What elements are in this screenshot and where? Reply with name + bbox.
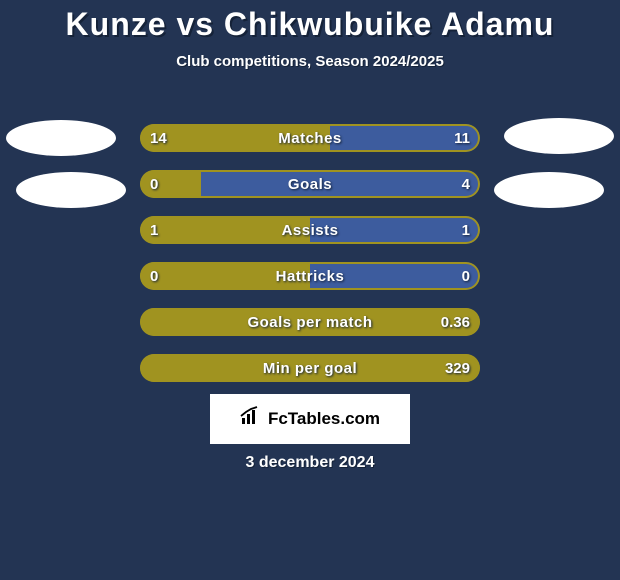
player-right-avatar-1 bbox=[504, 118, 614, 154]
chart-icon bbox=[240, 406, 262, 432]
stat-row-min-per-goal: Min per goal 329 bbox=[140, 354, 480, 382]
page-title: Kunze vs Chikwubuike Adamu bbox=[0, 0, 620, 43]
fctables-logo: FcTables.com bbox=[210, 394, 410, 444]
stat-value-right: 11 bbox=[454, 124, 470, 152]
stat-row-hattricks: 0 Hattricks 0 bbox=[140, 262, 480, 290]
stat-label: Matches bbox=[140, 124, 480, 152]
logo-text: FcTables.com bbox=[268, 409, 380, 429]
stat-value-right: 1 bbox=[462, 216, 470, 244]
date-label: 3 december 2024 bbox=[0, 454, 620, 472]
stat-row-matches: 14 Matches 11 bbox=[140, 124, 480, 152]
stat-row-goals-per-match: Goals per match 0.36 bbox=[140, 308, 480, 336]
stat-value-right: 0 bbox=[462, 262, 470, 290]
player-left-avatar-2 bbox=[16, 172, 126, 208]
subtitle: Club competitions, Season 2024/2025 bbox=[0, 53, 620, 70]
stat-value-right: 4 bbox=[462, 170, 470, 198]
stat-label: Assists bbox=[140, 216, 480, 244]
stat-label: Goals bbox=[140, 170, 480, 198]
stat-value-right: 329 bbox=[445, 354, 470, 382]
player-left-avatar-1 bbox=[6, 120, 116, 156]
stat-label: Goals per match bbox=[140, 308, 480, 336]
stat-label: Min per goal bbox=[140, 354, 480, 382]
stats-container: 14 Matches 11 0 Goals 4 1 Assists 1 0 Ha… bbox=[140, 124, 480, 400]
stat-value-right: 0.36 bbox=[441, 308, 470, 336]
player-right-avatar-2 bbox=[494, 172, 604, 208]
stat-label: Hattricks bbox=[140, 262, 480, 290]
stat-row-goals: 0 Goals 4 bbox=[140, 170, 480, 198]
stat-row-assists: 1 Assists 1 bbox=[140, 216, 480, 244]
